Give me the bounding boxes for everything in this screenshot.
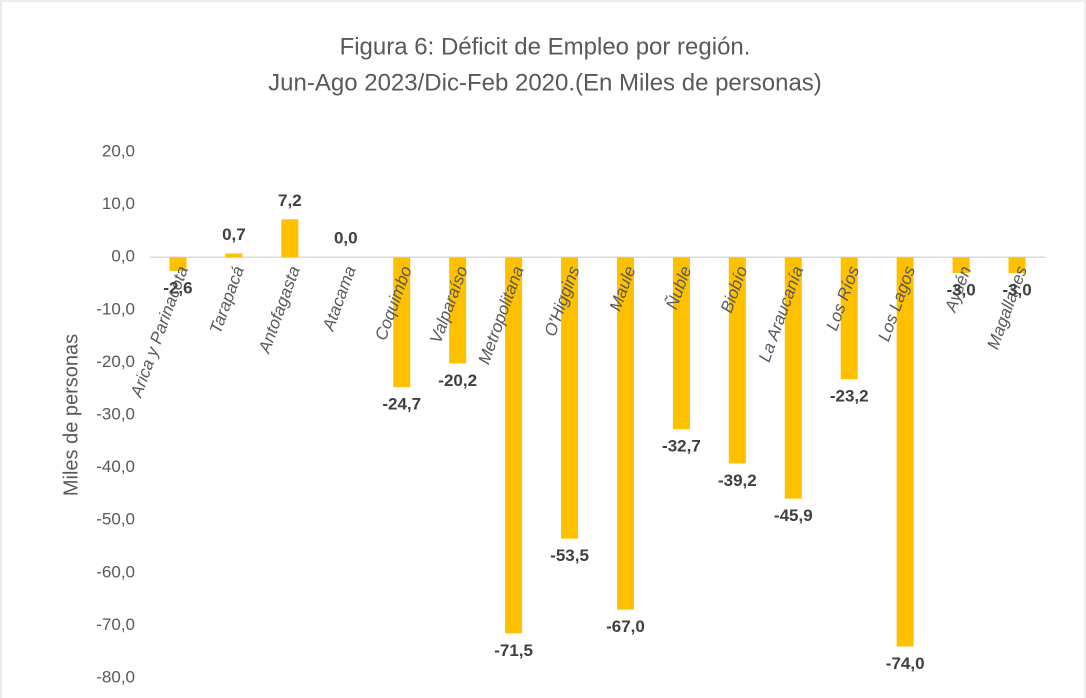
bar [840, 257, 858, 380]
data-label: -71,5 [494, 641, 533, 660]
bar [169, 257, 187, 271]
bar [505, 257, 523, 634]
chart-title: Figura 6: Déficit de Empleo por región. [340, 33, 751, 60]
bar [616, 257, 634, 610]
y-tick-label: -30,0 [96, 404, 135, 423]
data-label: -32,7 [662, 437, 701, 456]
y-tick-label: -40,0 [96, 457, 135, 476]
data-label: -53,5 [550, 546, 589, 565]
data-label: -2,6 [163, 278, 192, 297]
data-label: -3,0 [1002, 280, 1031, 299]
bar [393, 257, 411, 388]
y-tick-label: -70,0 [96, 615, 135, 634]
data-label: -67,0 [606, 617, 645, 636]
chart-subtitle: Jun-Ago 2023/Dic-Feb 2020.(En Miles de p… [268, 69, 822, 96]
data-label: -23,2 [830, 387, 869, 406]
data-label: -45,9 [774, 506, 813, 525]
bar [449, 257, 467, 364]
y-tick-label: 10,0 [102, 194, 135, 213]
bar [225, 253, 243, 258]
bar [672, 257, 690, 430]
data-label: -3,0 [946, 280, 975, 299]
bar [896, 257, 914, 647]
data-label: -20,2 [438, 371, 477, 390]
bar [561, 257, 579, 539]
bar [728, 257, 746, 464]
bar [1008, 257, 1026, 273]
y-tick-label: -80,0 [96, 667, 135, 686]
data-label: 7,2 [278, 191, 302, 210]
data-label: -39,2 [718, 471, 757, 490]
y-axis-title: Miles de personas [60, 334, 82, 496]
bar [952, 257, 970, 273]
data-label: 0,7 [222, 225, 246, 244]
data-label: 0,0 [334, 229, 358, 248]
bar [281, 219, 299, 258]
y-tick-label: -60,0 [96, 562, 135, 581]
data-label: -24,7 [382, 395, 421, 414]
data-label: -74,0 [886, 654, 925, 673]
y-tick-label: 0,0 [111, 247, 135, 266]
y-tick-label: -10,0 [96, 299, 135, 318]
bar [784, 257, 802, 499]
y-tick-label: -50,0 [96, 510, 135, 529]
y-tick-label: 20,0 [102, 141, 135, 160]
y-tick-label: -20,0 [96, 352, 135, 371]
